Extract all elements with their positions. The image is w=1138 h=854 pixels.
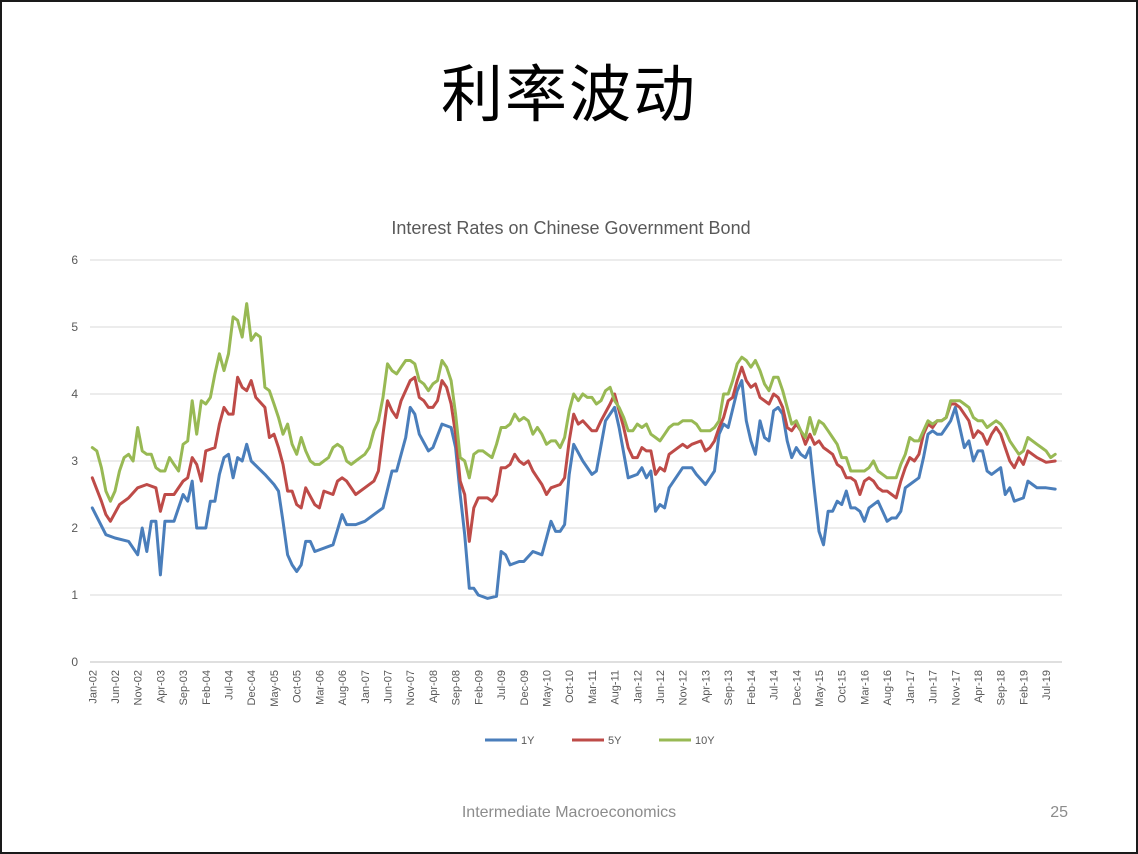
x-tick-label: May-15: [814, 670, 826, 707]
x-tick-label: Dec-04: [246, 670, 258, 705]
x-tick-label: Apr-13: [700, 670, 712, 703]
y-tick-label: 6: [71, 253, 78, 267]
slide-title: 利率波动: [440, 58, 697, 131]
footer-text: Intermediate Macroeconomics: [461, 804, 677, 821]
legend: 1Y 5Y 10Y: [485, 735, 715, 747]
x-tick-label: May-05: [269, 670, 281, 707]
x-tick-label: Jul-14: [769, 670, 781, 700]
x-tick-label: Aug-06: [337, 670, 349, 705]
x-tick-label: May-10: [541, 670, 553, 707]
x-tick-label: Nov-07: [405, 670, 417, 705]
x-tick-label: Oct-05: [292, 670, 304, 703]
y-tick-label: 3: [71, 454, 78, 468]
x-tick-label: Jan-12: [632, 670, 644, 704]
y-axis-tick-labels: 0 1 2 3 4 5 6: [71, 253, 78, 669]
y-tick-label: 0: [71, 655, 78, 669]
x-tick-label: Mar-16: [859, 670, 871, 705]
x-tick-label: Jul-09: [496, 670, 508, 700]
x-tick-label: Sep-08: [451, 670, 463, 705]
x-tick-label: Feb-19: [1018, 670, 1030, 705]
series-lines: [90, 302, 1057, 600]
x-tick-label: Jan-07: [360, 670, 372, 704]
x-tick-label: Apr-08: [428, 670, 440, 703]
series-line-5y: [90, 365, 1057, 543]
legend-label-1y: 1Y: [521, 735, 535, 747]
x-tick-label: Jan-02: [87, 670, 99, 704]
x-tick-label: Aug-11: [610, 670, 622, 705]
x-tick-label: Nov-17: [950, 670, 962, 705]
legend-label-5y: 5Y: [608, 735, 622, 747]
series-line-10y: [90, 302, 1057, 503]
x-tick-label: Apr-03: [155, 670, 167, 703]
x-tick-label: Mar-06: [314, 670, 326, 705]
x-tick-label: Jan-17: [905, 670, 917, 704]
y-tick-label: 2: [71, 521, 78, 535]
x-tick-label: Apr-18: [973, 670, 985, 703]
series-line-1y: [90, 379, 1057, 600]
x-tick-label: Nov-12: [678, 670, 690, 705]
x-tick-label: Aug-16: [882, 670, 894, 705]
x-tick-label: Jun-07: [383, 670, 395, 704]
y-tick-label: 1: [71, 588, 78, 602]
x-tick-label: Sep-18: [996, 670, 1008, 705]
legend-label-10y: 10Y: [695, 735, 715, 747]
x-tick-label: Feb-04: [201, 670, 213, 705]
x-tick-label: Sep-03: [178, 670, 190, 705]
chart-title: Interest Rates on Chinese Government Bon…: [391, 218, 750, 238]
x-tick-label: Oct-10: [564, 670, 576, 703]
x-tick-label: Oct-15: [837, 670, 849, 703]
x-tick-label: Sep-13: [723, 670, 735, 705]
x-tick-label: Feb-14: [746, 670, 758, 705]
x-tick-label: Jun-12: [655, 670, 667, 704]
x-tick-label: Nov-02: [133, 670, 145, 705]
x-tick-label: Feb-09: [473, 670, 485, 705]
x-tick-label: Jun-02: [110, 670, 122, 704]
x-axis-tick-labels: Jan-02 Jun-02 Nov-02 Apr-03 Sep-03 Feb-04 Jul-…: [87, 670, 1053, 707]
y-tick-label: 4: [71, 387, 78, 401]
x-tick-label: Jul-19: [1041, 670, 1053, 700]
x-tick-label: Mar-11: [587, 670, 599, 704]
x-tick-label: Dec-09: [519, 670, 531, 705]
x-tick-label: Jul-04: [224, 670, 236, 700]
page-number: 25: [1050, 804, 1068, 821]
x-tick-label: Dec-14: [791, 670, 803, 705]
y-tick-label: 5: [71, 320, 78, 334]
x-tick-label: Jun-17: [928, 670, 940, 704]
